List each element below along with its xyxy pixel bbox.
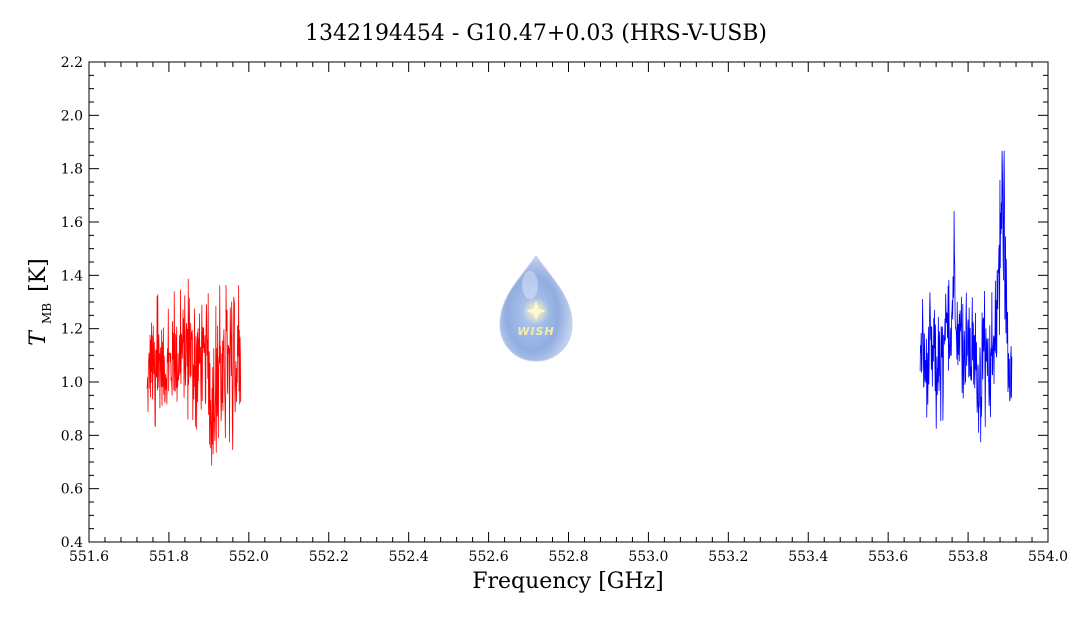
x-tick-label: 552.2 — [309, 549, 349, 565]
x-tick-label: 554.0 — [1028, 549, 1068, 565]
x-tick-label: 551.8 — [149, 549, 189, 565]
wish-logo: WISH — [499, 255, 573, 362]
y-tick-label: 2.0 — [61, 108, 83, 124]
y-tick-label: 0.6 — [61, 482, 83, 498]
logo-text: WISH — [517, 325, 554, 338]
x-tick-label: 552.6 — [469, 549, 509, 565]
y-axis-label: T MB [K] — [26, 258, 57, 345]
series-line-1 — [146, 278, 242, 466]
x-tick-label: 551.6 — [69, 549, 109, 565]
x-tick-label: 552.8 — [548, 549, 588, 565]
y-tick-label: 2.2 — [61, 55, 83, 71]
series-line-2 — [919, 150, 1013, 443]
x-tick-label: 553.4 — [788, 549, 828, 565]
y-axis-label-main: T — [26, 329, 51, 346]
y-axis-label-unit: [K] — [26, 258, 51, 292]
x-tick-label: 553.0 — [628, 549, 668, 565]
plot-frame — [88, 61, 1049, 543]
y-tick-label: 1.2 — [61, 322, 83, 338]
x-tick-label: 553.6 — [868, 549, 908, 565]
series-layer — [146, 150, 1013, 466]
x-tick-label: 553.2 — [708, 549, 748, 565]
x-tick-label: 553.8 — [948, 549, 988, 565]
y-tick-label: 0.4 — [61, 535, 83, 551]
x-axis-label: Frequency [GHz] — [472, 569, 664, 594]
y-tick-label: 1.8 — [61, 162, 83, 178]
y-tick-label: 1.6 — [61, 215, 83, 231]
y-tick-label: 0.8 — [61, 428, 83, 444]
y-tick-label: 1.4 — [61, 268, 83, 284]
x-tick-label: 552.0 — [229, 549, 269, 565]
y-tick-label: 1.0 — [61, 375, 83, 391]
ticks-layer: 551.6 551.8 552.0 552.2 552.4 552.6 552.8 553.0… — [61, 55, 1068, 565]
x-tick-label: 552.4 — [389, 549, 429, 565]
y-axis-label-sub: MB — [40, 303, 54, 324]
chart-title: 1342194454 - G10.47+0.03 (HRS-V-USB) — [305, 21, 767, 46]
